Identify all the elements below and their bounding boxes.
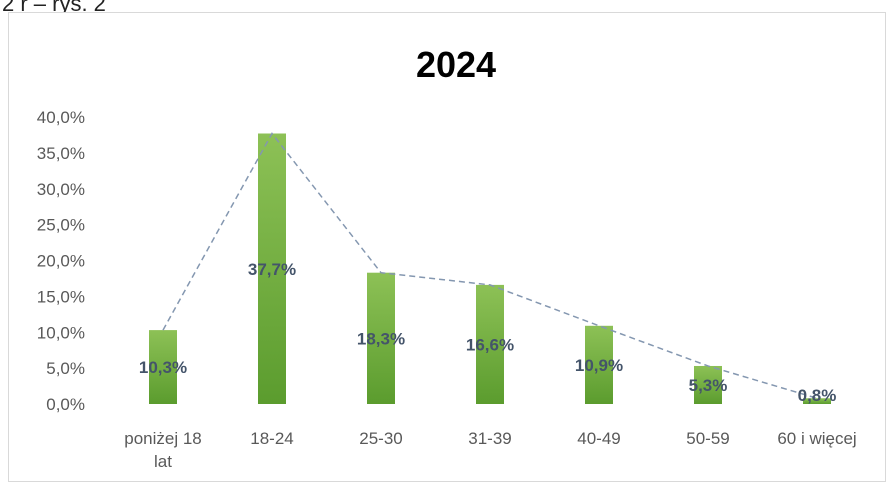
data-label: 18,3%: [357, 329, 405, 348]
bar: [476, 284, 504, 404]
x-tick-label: 18-24: [250, 429, 293, 448]
trend-line: [162, 132, 818, 399]
data-label: 10,3%: [139, 358, 187, 377]
bar: [258, 133, 286, 404]
bar: [694, 365, 722, 404]
y-tick-label: 20,0%: [37, 252, 85, 271]
x-tick-label: poniżej 18 lat: [124, 429, 202, 471]
data-label: 37,7%: [248, 260, 296, 279]
y-tick-label: 0,0%: [46, 395, 85, 414]
bar: [803, 398, 831, 404]
data-label: 10,9%: [575, 356, 623, 375]
data-label: 16,6%: [466, 335, 514, 354]
y-tick-label: 25,0%: [37, 216, 85, 235]
y-tick-label: 10,0%: [37, 323, 85, 342]
data-label: 5,3%: [689, 376, 728, 395]
y-tick-label: 15,0%: [37, 287, 85, 306]
y-tick-label: 35,0%: [37, 144, 85, 163]
chart-title: 2024: [416, 44, 496, 85]
x-tick-label: 60 i więcej: [777, 429, 856, 448]
x-tick-label: 50-59: [686, 429, 729, 448]
x-tick-label: 25-30: [359, 429, 402, 448]
bar: [149, 330, 177, 404]
bar: [367, 272, 395, 404]
y-tick-label: 40,0%: [37, 108, 85, 127]
bar: [585, 325, 613, 404]
y-tick-label: 5,0%: [46, 359, 85, 378]
x-tick-label: 40-49: [577, 429, 620, 448]
y-tick-label: 30,0%: [37, 180, 85, 199]
data-label: 0,8%: [798, 386, 837, 405]
x-tick-label: 31-39: [468, 429, 511, 448]
